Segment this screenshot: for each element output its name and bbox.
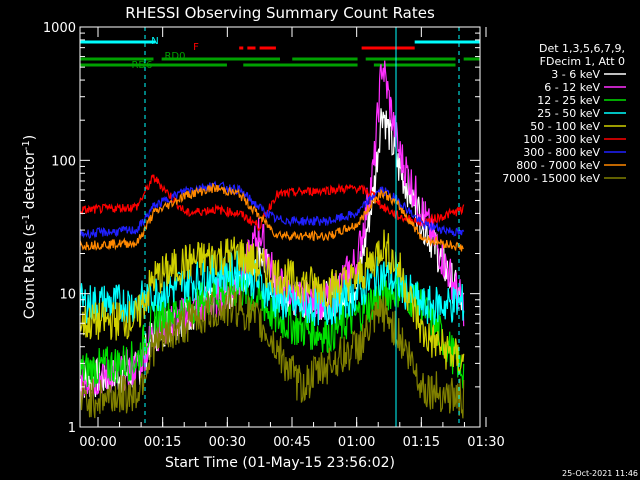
legend-label: 12 - 25 keV <box>537 94 600 107</box>
flag-bars: N F RD0 RD6 <box>80 36 480 71</box>
x-tick-label: 00:00 <box>79 435 116 450</box>
x-tick-label: 00:30 <box>209 435 246 450</box>
legend-label: 25 - 50 keV <box>537 107 600 120</box>
series-line <box>79 180 465 240</box>
series-line <box>79 182 464 252</box>
x-tick-label: 00:15 <box>144 435 181 450</box>
series-line <box>79 174 465 232</box>
y-axis: 1 10 100 1000 <box>43 21 480 436</box>
series-line <box>79 287 465 419</box>
y-tick-label: 100 <box>51 154 76 169</box>
flag-label: RD0 <box>164 51 185 62</box>
flag-label: F <box>193 42 199 53</box>
series-line <box>79 229 465 375</box>
legend: Det 1,3,5,6,7,9,FDecim 1, Att 03 - 6 keV… <box>502 42 626 185</box>
flag-label: N <box>151 36 158 47</box>
legend-label: 100 - 300 keV <box>523 133 600 146</box>
y-tick-label: 1 <box>68 421 76 436</box>
x-axis-label: Start Time (01-May-15 23:56:02) <box>165 455 395 471</box>
x-tick-label: 00:45 <box>273 435 310 450</box>
legend-header: FDecim 1, Att 0 <box>540 55 625 68</box>
legend-label: 7000 - 15000 keV <box>502 172 600 185</box>
y-axis-label: Count Rate (s-1 detector-1) <box>21 135 38 319</box>
series-lines <box>79 60 465 419</box>
plot-frame <box>79 26 481 428</box>
legend-label: 800 - 7000 keV <box>516 159 600 172</box>
y-tick-label: 1000 <box>43 21 76 36</box>
legend-label: 6 - 12 keV <box>544 81 600 94</box>
night-boundary-lines <box>144 27 460 427</box>
x-tick-label: 01:15 <box>403 435 440 450</box>
x-tick-label: 01:00 <box>338 435 375 450</box>
timestamp: 25-Oct-2021 11:46 <box>562 469 638 478</box>
legend-label: 300 - 800 keV <box>523 146 600 159</box>
legend-label: 3 - 6 keV <box>551 68 600 81</box>
y-tick-label: 10 <box>59 288 76 303</box>
legend-label: 50 - 100 keV <box>530 120 600 133</box>
chart-title: RHESSI Observing Summary Count Rates <box>125 4 435 22</box>
series-line <box>79 250 465 326</box>
flag-label: RD6 <box>131 60 152 71</box>
legend-header: Det 1,3,5,6,7,9, <box>539 42 625 55</box>
x-axis: 00:00 00:15 00:30 00:45 01:00 01:15 01:30 <box>79 27 505 450</box>
x-tick-label: 01:30 <box>467 435 504 450</box>
